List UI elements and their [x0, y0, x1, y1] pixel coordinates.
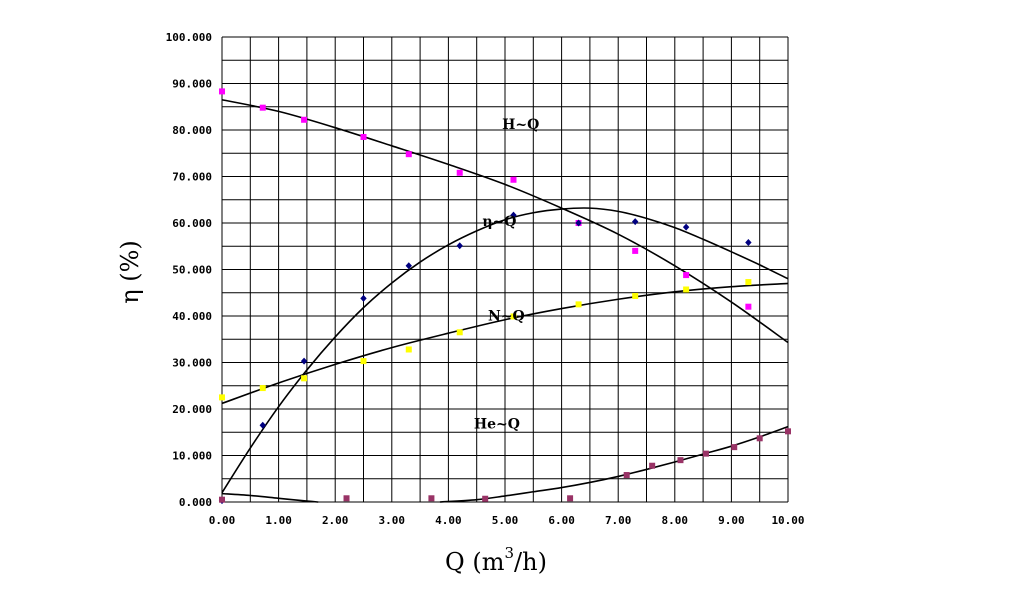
- data-point-nq: [575, 301, 582, 308]
- curve-label-heq: He~Q: [474, 417, 520, 433]
- x-axis-title-sup: 3: [504, 544, 514, 562]
- data-point-hq: [360, 133, 367, 140]
- data-point-q: [631, 218, 639, 226]
- data-point-heq: [731, 444, 738, 451]
- y-tick-label: 90.000: [172, 78, 212, 91]
- x-tick-label: 1.00: [265, 514, 292, 527]
- data-point-nq: [219, 394, 225, 401]
- fit-curve-hq: [221, 98, 789, 344]
- data-point-hq: [683, 272, 690, 279]
- data-point-nq: [301, 375, 308, 382]
- y-tick-label: 100.000: [166, 31, 212, 44]
- data-point-nq: [683, 286, 690, 293]
- data-point-nq: [632, 293, 639, 300]
- curve-labels: H~Q η~Q N~Q He~Q: [474, 117, 539, 432]
- x-tick-label: 9.00: [718, 514, 745, 527]
- data-point-nq: [456, 329, 463, 336]
- data-point-nq: [510, 313, 517, 320]
- fit-curve-heq: [221, 492, 319, 503]
- data-point-q: [510, 211, 517, 219]
- x-tick-label: 10.00: [771, 514, 804, 527]
- y-tick-label: 50.000: [172, 264, 212, 277]
- curve-label-q: η~Q: [482, 214, 516, 230]
- x-tick-label: 2.00: [322, 514, 349, 527]
- data-point-q: [259, 421, 266, 429]
- data-point-hq: [301, 116, 308, 123]
- data-point-heq: [785, 428, 791, 435]
- x-tick-labels: 0.00 1.00 2.00 3.00 4.00 5.00 6.00 7.00 8.00 9.00…: [209, 514, 805, 527]
- data-point-q: [745, 239, 752, 247]
- curve-label-nq: N~Q: [488, 309, 525, 325]
- data-point-q: [456, 242, 463, 250]
- data-point-hq: [745, 303, 752, 310]
- chart-grid: [221, 36, 789, 503]
- data-point-hq: [510, 176, 517, 183]
- data-point-q: [360, 294, 367, 302]
- data-point-heq: [482, 495, 489, 502]
- x-tick-label: 6.00: [548, 514, 575, 527]
- curve-label-hq: H~Q: [502, 117, 539, 133]
- data-point-hq: [632, 247, 639, 254]
- data-point-hq: [259, 104, 266, 111]
- data-point-heq: [649, 462, 656, 469]
- data-point-heq: [702, 450, 709, 457]
- x-tick-label: 8.00: [662, 514, 689, 527]
- y-tick-label: 30.000: [172, 357, 212, 370]
- data-point-heq: [756, 435, 763, 442]
- x-tick-label: 7.00: [605, 514, 632, 527]
- x-axis-title-tail: /h): [514, 548, 547, 576]
- y-tick-label: 70.000: [172, 171, 212, 184]
- data-point-heq: [428, 495, 435, 502]
- y-tick-label: 10.000: [172, 450, 212, 463]
- x-tick-label: 4.00: [435, 514, 462, 527]
- data-point-hq: [456, 169, 463, 176]
- data-point-q: [682, 223, 690, 231]
- data-point-q: [405, 262, 412, 270]
- data-point-heq: [623, 472, 630, 479]
- y-tick-label: 60.000: [172, 217, 212, 230]
- data-point-hq: [219, 88, 225, 95]
- data-point-nq: [745, 279, 752, 286]
- x-tick-label: 5.00: [492, 514, 519, 527]
- x-tick-label: 0.00: [209, 514, 236, 527]
- data-point-hq: [405, 151, 412, 158]
- x-tick-label: 3.00: [379, 514, 406, 527]
- y-tick-label: 40.000: [172, 310, 212, 323]
- y-tick-label: 0.000: [179, 496, 212, 509]
- data-point-q: [575, 219, 582, 227]
- fit-curve-q: [221, 207, 789, 494]
- data-point-nq: [360, 358, 367, 365]
- data-point-nq: [259, 385, 266, 392]
- data-point-heq: [677, 457, 684, 464]
- data-point-heq: [567, 495, 574, 502]
- y-tick-label: 20.000: [172, 403, 212, 416]
- x-axis-title-main: Q (m: [445, 548, 505, 576]
- y-axis-title: η (%): [116, 240, 144, 304]
- data-point-heq: [343, 495, 350, 502]
- fit-curve-heq: [439, 425, 789, 503]
- data-point-nq: [405, 346, 412, 353]
- data-point-q: [300, 357, 308, 365]
- data-points: [218, 88, 791, 505]
- y-tick-labels: 0.000 10.000 20.000 30.000 40.000 50.000 60.00…: [166, 31, 212, 509]
- y-tick-label: 80.000: [172, 124, 212, 137]
- x-axis-title: Q (m3/h): [445, 544, 547, 576]
- data-point-heq: [219, 496, 225, 503]
- fit-curve-nq: [221, 282, 789, 405]
